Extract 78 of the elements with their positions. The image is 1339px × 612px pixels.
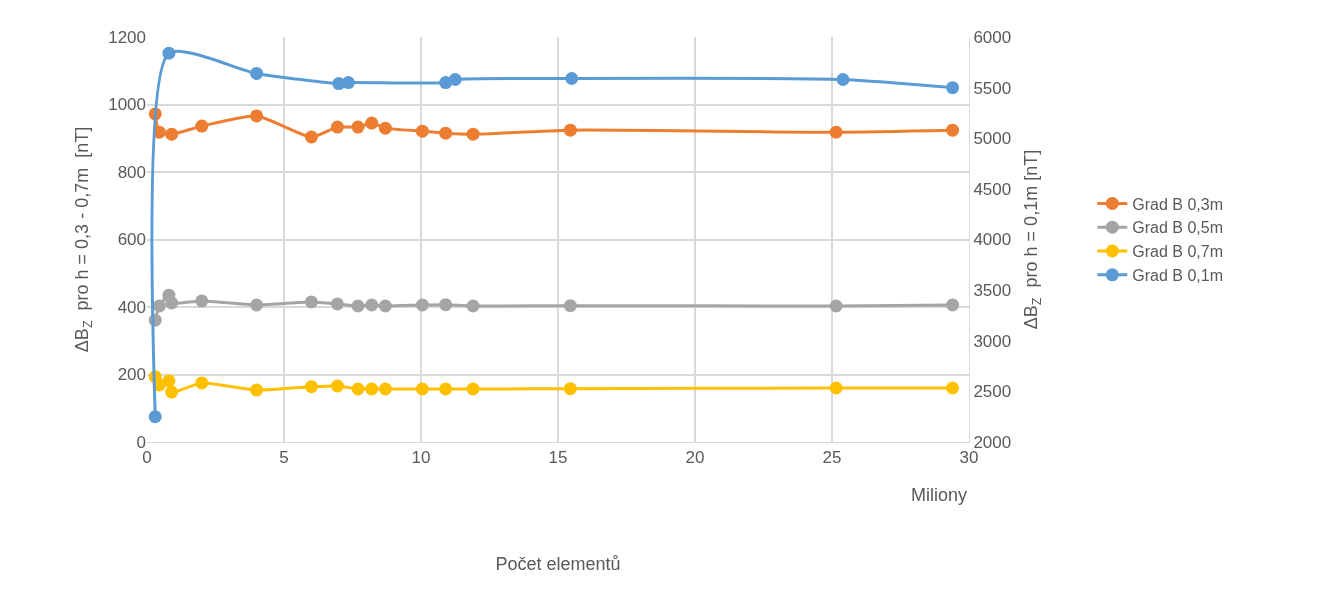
- point: [250, 66, 264, 80]
- point: [148, 410, 162, 424]
- y2-tick-label: 4500: [973, 179, 1012, 199]
- point: [439, 382, 453, 396]
- point: [563, 123, 577, 137]
- point: [341, 76, 355, 90]
- point: [162, 46, 176, 60]
- x-tick-label: 25: [822, 448, 842, 468]
- point: [365, 116, 379, 130]
- point: [563, 299, 577, 313]
- point: [439, 298, 453, 312]
- y-tick-label: 600: [117, 230, 146, 250]
- point: [946, 123, 960, 137]
- x-tick-label: 5: [279, 448, 289, 468]
- point: [946, 81, 960, 95]
- point: [466, 299, 480, 313]
- point: [330, 297, 344, 311]
- point: [152, 299, 166, 313]
- point: [330, 120, 344, 134]
- legend-label: Grad B 0,1m: [1132, 267, 1223, 285]
- point: [165, 127, 179, 141]
- y2-tick-label: 5500: [973, 78, 1012, 98]
- point: [563, 382, 577, 396]
- x-tick-label: 15: [548, 448, 568, 468]
- point: [195, 376, 209, 390]
- point: [304, 295, 318, 309]
- legend-label: Grad B 0,5m: [1132, 219, 1223, 237]
- y-tick-label: 800: [117, 162, 146, 182]
- point: [565, 72, 579, 85]
- x-axis-title: Počet elementů: [495, 553, 621, 574]
- point: [195, 294, 209, 308]
- point: [378, 299, 392, 313]
- point: [165, 296, 179, 310]
- y2-tick-label: 4000: [973, 230, 1012, 250]
- point: [351, 382, 365, 396]
- point: [165, 385, 179, 399]
- x-tick-label: 10: [411, 448, 431, 468]
- point: [330, 379, 344, 393]
- point: [466, 382, 480, 396]
- point: [415, 124, 429, 138]
- point: [836, 73, 850, 87]
- legend-label: Grad B 0,3m: [1132, 195, 1223, 213]
- text: Miliony: [911, 485, 968, 505]
- point: [415, 298, 429, 312]
- point: [162, 374, 176, 388]
- point: [250, 298, 264, 312]
- point: [829, 381, 843, 395]
- point: [304, 380, 318, 394]
- legend-label: Grad B 0,7m: [1132, 243, 1223, 261]
- y-tick-label: 400: [117, 297, 146, 317]
- point: [378, 121, 392, 135]
- point: [415, 382, 429, 396]
- y-tick-label: 1000: [108, 95, 146, 115]
- y-tick-label: 200: [117, 365, 146, 385]
- y-tick-label: 0: [136, 432, 146, 452]
- point: [304, 130, 318, 144]
- y2-tick-label: 5000: [973, 129, 1012, 149]
- y2-tick-label: 2500: [973, 382, 1012, 402]
- point: [946, 381, 960, 395]
- point: [250, 383, 264, 397]
- point: [829, 299, 843, 313]
- y2-tick-label: 3000: [973, 331, 1012, 351]
- x-tick-label: 20: [685, 448, 705, 468]
- point: [250, 109, 264, 123]
- point: [365, 298, 379, 312]
- point: [946, 298, 960, 312]
- y2-tick-label: 3500: [973, 281, 1012, 301]
- point: [448, 73, 462, 87]
- point: [365, 382, 379, 396]
- point: [195, 119, 209, 133]
- point: [466, 127, 480, 141]
- y-tick-label: 1200: [108, 27, 146, 47]
- point: [351, 120, 365, 134]
- point: [351, 299, 365, 313]
- point: [439, 126, 453, 140]
- point: [378, 382, 392, 396]
- point: [829, 125, 843, 139]
- y2-tick-label: 6000: [973, 27, 1012, 47]
